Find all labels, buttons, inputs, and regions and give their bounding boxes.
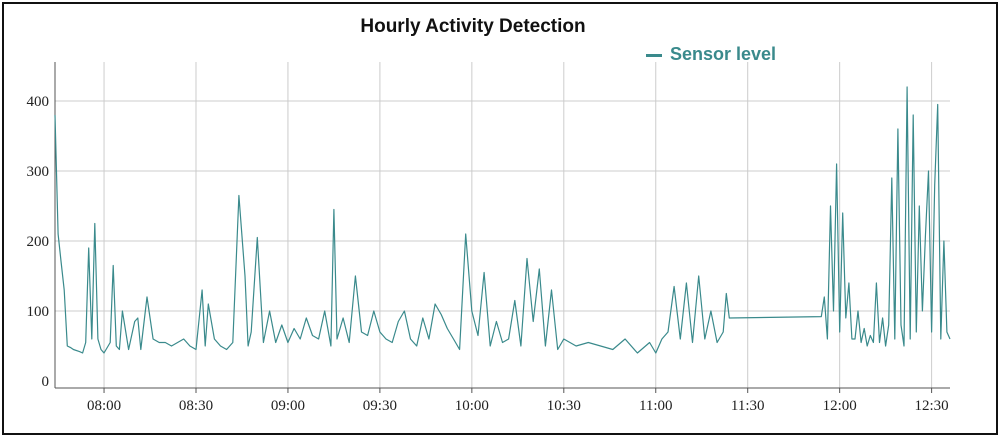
- y-tick-label: 0: [42, 374, 50, 390]
- x-tick-label: 11:00: [639, 398, 673, 414]
- y-tick-label: 300: [27, 164, 50, 180]
- x-tick-label: 12:30: [915, 398, 949, 414]
- x-tick-label: 09:30: [363, 398, 397, 414]
- series-layer: [54, 86, 951, 354]
- legend-label-sensor-level: Sensor level: [670, 44, 777, 64]
- x-tick-label: 12:00: [823, 398, 857, 414]
- y-tick-label: 100: [27, 304, 50, 320]
- x-tick-label: 10:30: [547, 398, 581, 414]
- grid-lines: [55, 62, 950, 388]
- x-tick-label: 08:00: [87, 398, 121, 414]
- tick-labels: 0 100 200 300 400 08:00 08:30 09:00 09:30 10:00 10…: [27, 94, 949, 414]
- y-tick-label: 200: [27, 234, 50, 250]
- x-tick-label: 10:00: [455, 398, 489, 414]
- x-tick-label: 11:30: [731, 398, 765, 414]
- x-tick-label: 09:00: [271, 398, 305, 414]
- chart-legend: Sensor level: [646, 44, 776, 65]
- chart-title: Hourly Activity Detection: [360, 16, 586, 37]
- x-tick-label: 08:30: [179, 398, 213, 414]
- axes: [54, 62, 950, 393]
- series-line-0: [54, 86, 951, 354]
- legend-swatch: [646, 53, 662, 57]
- y-tick-label: 400: [27, 94, 50, 110]
